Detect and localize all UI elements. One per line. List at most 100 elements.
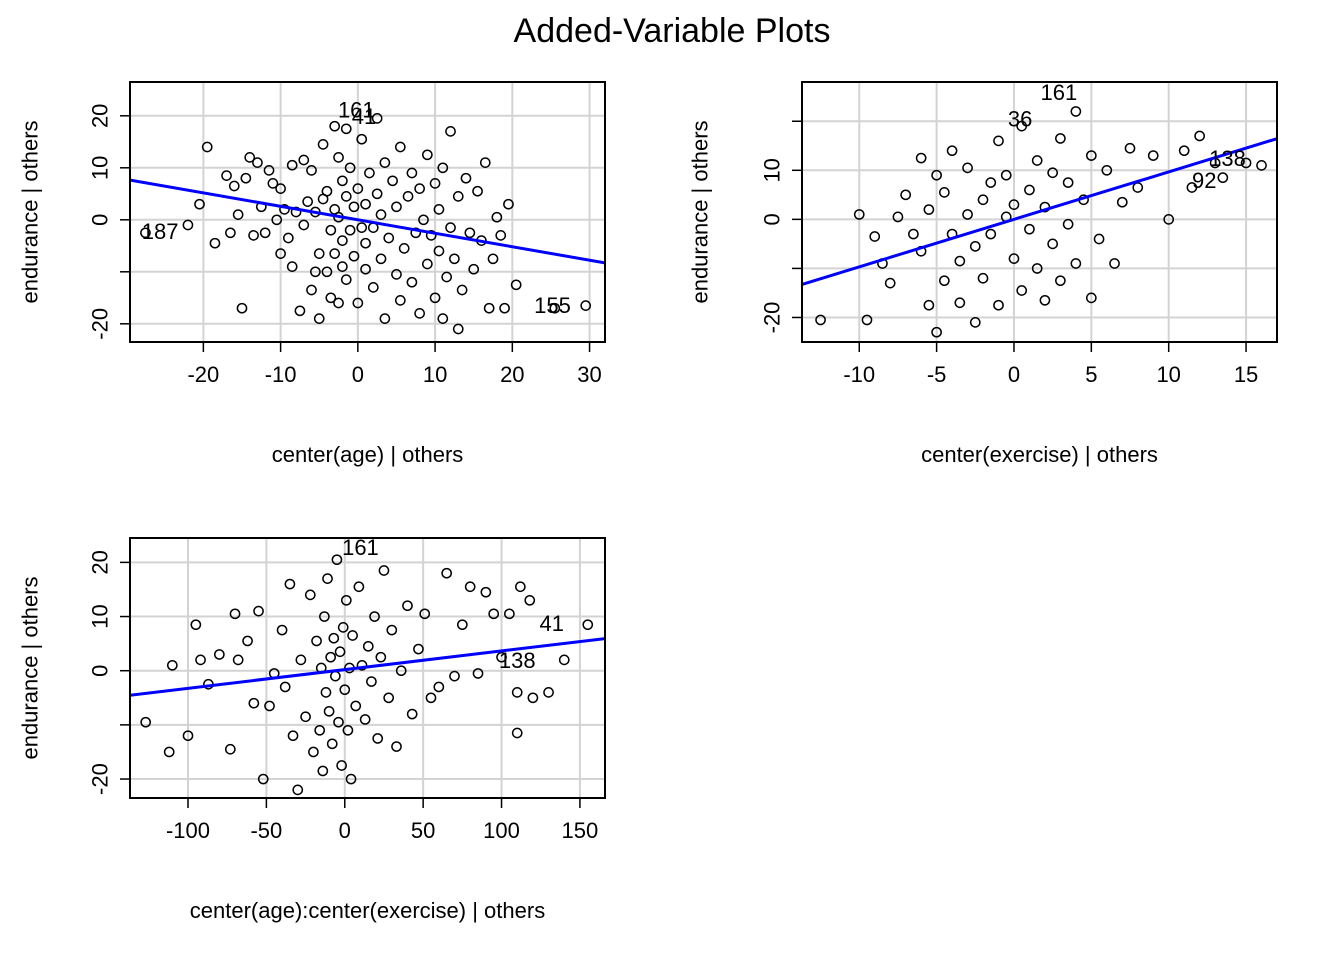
data-point <box>286 159 298 171</box>
data-point <box>371 113 383 124</box>
data-point <box>1186 182 1198 193</box>
data-points <box>140 554 594 796</box>
data-point <box>1147 150 1159 161</box>
data-point <box>375 209 387 220</box>
data-point <box>240 172 252 184</box>
data-point <box>1047 167 1059 179</box>
data-point <box>977 272 989 284</box>
data-point <box>352 183 364 194</box>
data-point <box>336 760 347 771</box>
data-point <box>1039 294 1051 306</box>
data-point <box>406 276 418 288</box>
data-point <box>375 651 387 663</box>
data-point <box>342 724 354 736</box>
data-point <box>356 222 368 233</box>
data-point <box>225 227 236 239</box>
data-point <box>452 191 464 202</box>
data-point <box>375 253 387 265</box>
data-point <box>410 227 422 239</box>
data-point <box>275 183 286 194</box>
data-point <box>853 209 865 220</box>
data-point <box>1047 238 1059 250</box>
point-label: 41 <box>539 611 563 636</box>
data-points <box>815 106 1267 338</box>
point-label: 138 <box>499 648 536 673</box>
data-points <box>140 113 592 335</box>
data-point <box>333 152 344 163</box>
point-label: 92 <box>1192 168 1216 193</box>
data-point <box>248 230 259 241</box>
data-point <box>1000 169 1012 181</box>
point-label: 36 <box>1008 106 1032 131</box>
data-point <box>488 608 500 620</box>
x-axis-title: center(age) | others <box>272 442 464 467</box>
x-axis-title: center(age):center(exercise) | others <box>190 898 545 923</box>
data-point <box>962 209 973 220</box>
data-point <box>543 687 554 698</box>
data-point <box>422 149 433 161</box>
data-point <box>1016 120 1028 132</box>
data-point <box>326 738 338 750</box>
data-point <box>364 167 375 179</box>
data-point <box>398 243 410 254</box>
regression-line <box>130 637 605 697</box>
data-point <box>298 219 310 231</box>
data-point <box>815 314 826 326</box>
data-point <box>394 295 406 306</box>
data-point <box>236 302 248 314</box>
x-tick-label: -10 <box>843 362 875 387</box>
y-tick-label: -20 <box>760 302 785 334</box>
data-point <box>1178 145 1190 157</box>
data-point <box>337 261 348 272</box>
data-point <box>915 152 927 164</box>
data-point <box>433 681 445 693</box>
data-point <box>483 302 495 314</box>
data-point <box>163 746 175 758</box>
data-point <box>325 651 337 663</box>
data-point <box>938 187 950 198</box>
data-point <box>1109 258 1120 269</box>
data-point <box>362 640 374 652</box>
data-point <box>503 198 514 210</box>
data-point <box>321 185 333 197</box>
data-point <box>1124 142 1136 154</box>
data-point <box>242 635 253 647</box>
data-point <box>334 646 346 658</box>
x-tick-label: 0 <box>1008 362 1020 387</box>
x-tick-label: 10 <box>423 362 447 387</box>
data-point <box>221 170 232 181</box>
data-point <box>337 235 348 246</box>
data-point <box>524 594 536 606</box>
data-point <box>418 214 429 226</box>
x-tick-label: 100 <box>483 818 520 843</box>
data-point <box>337 622 349 633</box>
data-point <box>437 313 449 324</box>
x-tick-label: 0 <box>339 818 351 843</box>
data-point <box>383 232 395 244</box>
data-point <box>314 724 326 736</box>
point-label: 187 <box>142 219 179 244</box>
data-point <box>480 586 492 598</box>
data-point <box>276 624 288 636</box>
data-point <box>232 654 244 666</box>
data-point <box>310 266 321 278</box>
y-tick-label: 10 <box>88 604 113 628</box>
data-point <box>340 594 352 606</box>
data-point <box>264 700 275 712</box>
x-tick-label: 150 <box>562 818 599 843</box>
data-point <box>244 152 256 163</box>
data-point <box>433 245 445 257</box>
data-point <box>869 231 881 242</box>
y-tick-label: 20 <box>88 550 113 574</box>
x-tick-label: 5 <box>1085 362 1097 387</box>
data-point <box>472 185 483 197</box>
data-point <box>402 191 414 202</box>
data-point <box>1062 218 1074 230</box>
data-point <box>391 741 402 752</box>
regression-line <box>130 178 605 265</box>
data-point <box>229 608 241 620</box>
